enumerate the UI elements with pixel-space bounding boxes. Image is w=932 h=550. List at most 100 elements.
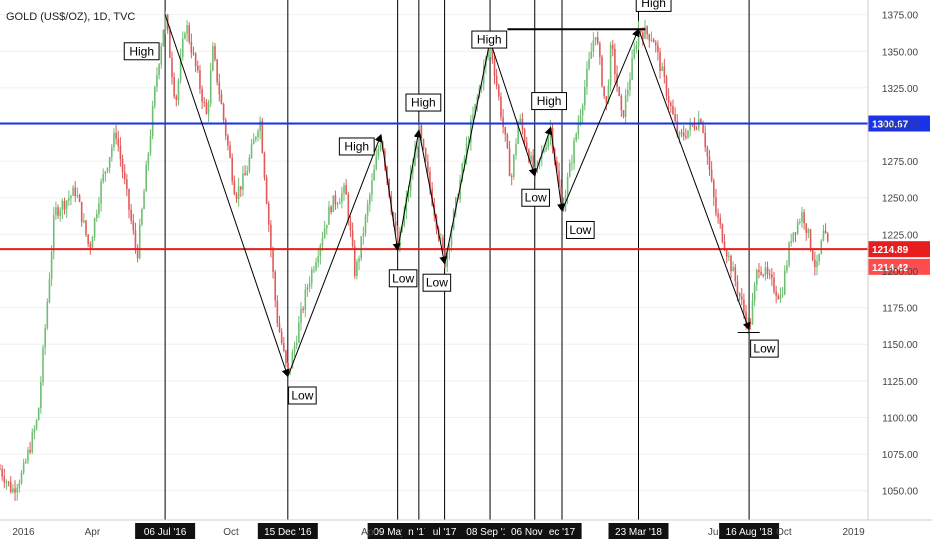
candle-body xyxy=(687,130,689,138)
y-tick-label: 1050.00 xyxy=(882,487,919,498)
candle-body xyxy=(308,283,311,288)
candle-body xyxy=(592,40,595,52)
candle-body xyxy=(203,101,206,103)
candle-body xyxy=(263,152,266,178)
candle-body xyxy=(588,58,590,69)
candle-body xyxy=(162,29,165,47)
candle-body xyxy=(145,165,147,192)
candle-body xyxy=(670,102,672,107)
low-label-box xyxy=(521,188,550,207)
candle-body xyxy=(141,209,143,225)
candle-body xyxy=(328,206,330,225)
candle-body xyxy=(330,206,332,213)
candle-body xyxy=(745,311,747,326)
high-label: High xyxy=(129,44,154,58)
candle-body xyxy=(513,154,515,177)
candle-body xyxy=(706,147,709,157)
candle-body xyxy=(710,169,713,181)
candle-body xyxy=(199,70,201,89)
candle-body xyxy=(59,210,61,216)
candle-body xyxy=(98,203,100,214)
candle-body xyxy=(349,221,352,231)
trend-segment xyxy=(444,40,493,264)
candle-body xyxy=(388,178,390,197)
low-label-box xyxy=(422,273,452,292)
candle-body xyxy=(786,265,788,271)
candle-body xyxy=(65,200,68,210)
candle-body xyxy=(151,105,154,136)
candle-body xyxy=(20,472,23,484)
candle-body xyxy=(405,196,408,212)
candle-body xyxy=(493,59,496,77)
candle-body xyxy=(392,212,395,222)
candle-body xyxy=(667,96,670,103)
trend-segment xyxy=(164,14,290,378)
candle-body xyxy=(190,41,193,53)
candle-body xyxy=(356,261,358,277)
candle-body xyxy=(594,37,597,41)
candle-body xyxy=(751,300,754,325)
candle-body xyxy=(177,80,180,101)
candle-body xyxy=(40,382,42,408)
candle-body xyxy=(160,46,163,65)
candle-body xyxy=(672,106,674,115)
candle-body xyxy=(37,407,40,421)
candle-body xyxy=(725,249,728,257)
candle-body xyxy=(128,189,130,210)
candle-body xyxy=(758,270,760,272)
candle-body xyxy=(338,202,341,204)
candle-body xyxy=(336,203,339,205)
candle-body xyxy=(586,68,588,88)
candle-body xyxy=(657,45,659,53)
candle-body xyxy=(674,114,676,122)
candle-body xyxy=(353,245,356,277)
date-badge xyxy=(719,523,780,539)
candle-body xyxy=(278,323,281,332)
candle-body xyxy=(207,103,210,114)
candle-body xyxy=(515,143,517,155)
trend-segment xyxy=(287,133,383,377)
candle-body xyxy=(573,140,575,163)
candle-body xyxy=(293,345,296,353)
candle-body xyxy=(61,200,64,211)
candle-body xyxy=(394,221,397,232)
candle-body xyxy=(111,147,113,158)
candle-body xyxy=(192,52,195,54)
candle-body xyxy=(237,186,240,200)
candle-body xyxy=(31,432,34,453)
candle-body xyxy=(341,193,343,203)
candle-body xyxy=(267,203,270,225)
candle-body xyxy=(676,121,679,136)
candle-body xyxy=(197,65,199,71)
candle-body xyxy=(9,482,12,493)
high-label: High xyxy=(641,0,666,10)
candle-body xyxy=(749,322,752,325)
date-badge-label: 16 Aug '18 xyxy=(726,527,773,538)
candle-body xyxy=(270,224,272,250)
candle-body xyxy=(224,119,227,136)
candle-body xyxy=(556,160,558,171)
candle-body xyxy=(55,207,57,216)
candle-body xyxy=(371,180,373,195)
candle-body xyxy=(259,120,261,131)
low-label: Low xyxy=(291,388,313,402)
candle-body xyxy=(222,104,225,120)
candle-body xyxy=(12,488,14,493)
candle-body xyxy=(730,256,732,272)
candle-body xyxy=(510,176,513,178)
candle-body xyxy=(375,156,378,170)
candle-body xyxy=(689,123,691,131)
candle-body xyxy=(272,249,274,272)
low-label-box xyxy=(288,386,317,405)
candle-body xyxy=(590,51,593,59)
candle-body xyxy=(235,194,238,200)
candle-body xyxy=(347,194,350,222)
candle-body xyxy=(164,14,167,30)
candle-body xyxy=(685,136,687,138)
candle-body xyxy=(123,172,126,180)
candle-body xyxy=(476,96,479,104)
candle-body xyxy=(717,213,719,218)
date-badge-label: ec '17 xyxy=(549,527,576,538)
candle-body xyxy=(794,232,797,234)
